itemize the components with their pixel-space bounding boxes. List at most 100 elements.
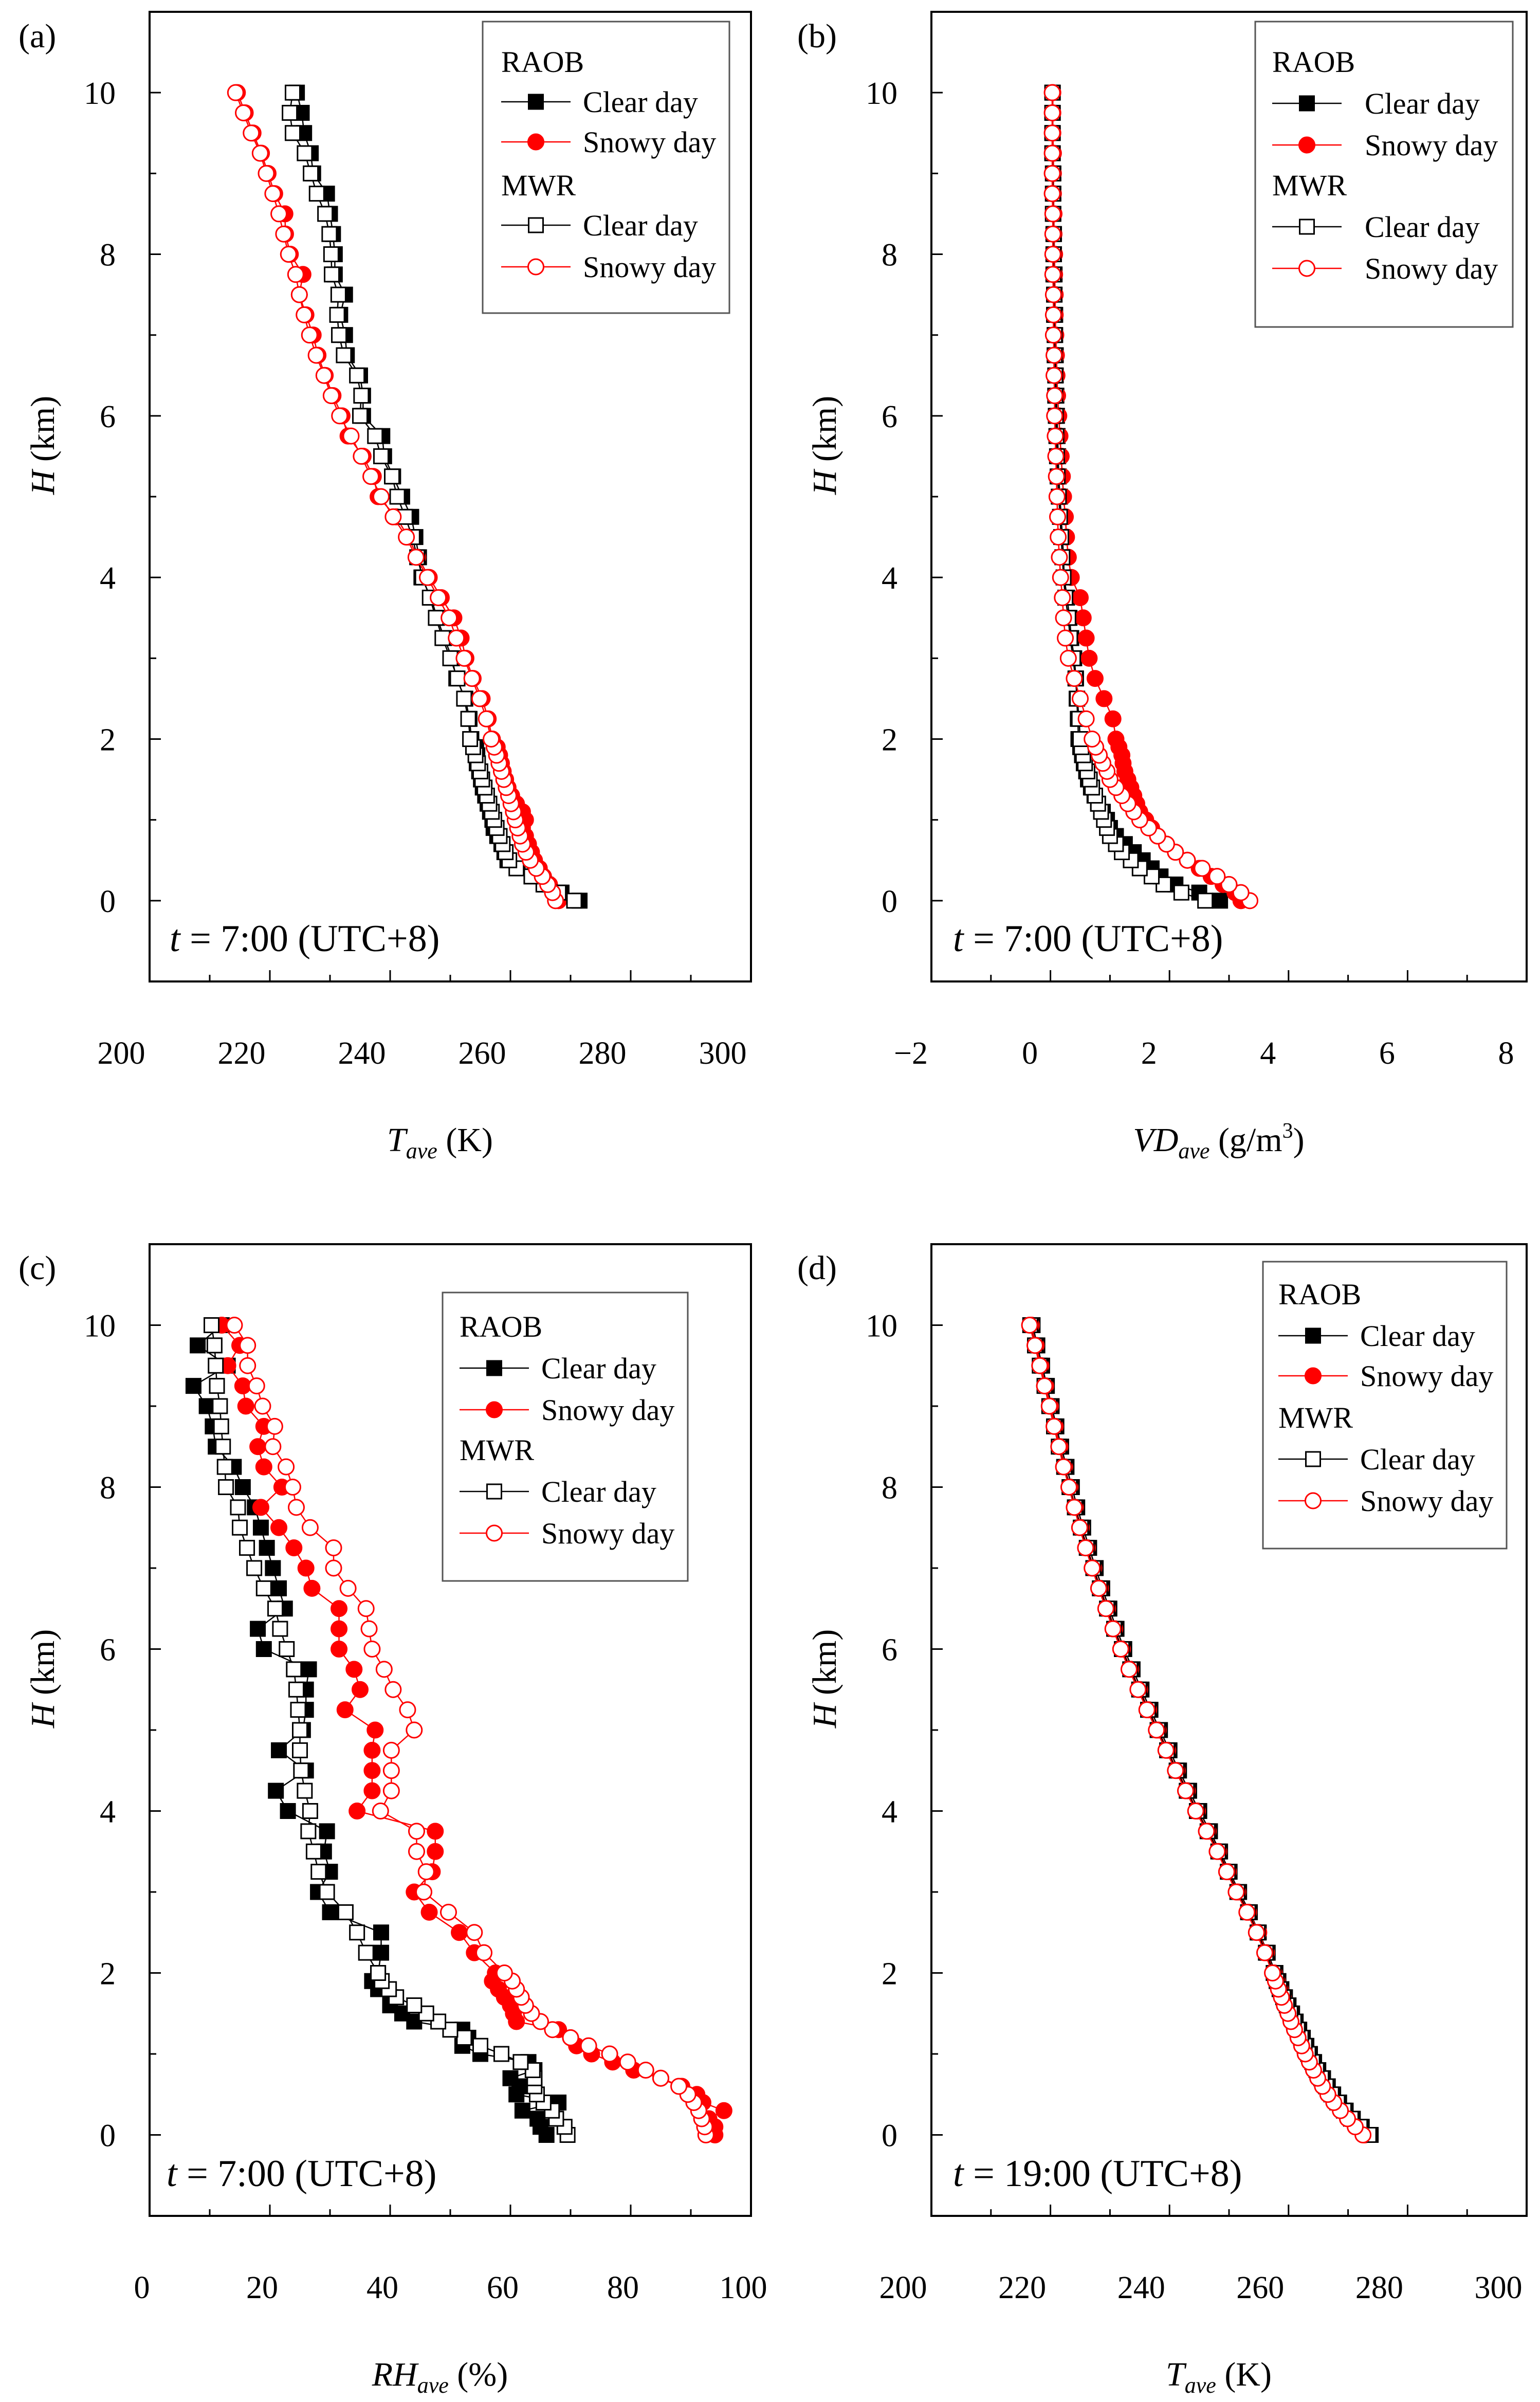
- data-point: [366, 1721, 384, 1739]
- data-point: [300, 1823, 317, 1840]
- data-point: [1071, 1519, 1088, 1536]
- data-point: [363, 1762, 381, 1779]
- time-annotation-text: = 7:00 (UTC+8): [177, 2153, 437, 2195]
- data-point: [331, 1600, 348, 1617]
- x-axis-var: RH: [372, 2356, 419, 2393]
- data-point: [324, 266, 340, 283]
- y-tick-label: 4: [100, 1795, 116, 1830]
- time-annotation-var: t: [953, 918, 965, 960]
- y-tick-label: 4: [100, 561, 116, 596]
- time-annotation: t = 19:00 (UTC+8): [953, 2153, 1242, 2195]
- x-tick-label: −2: [894, 1036, 928, 1071]
- data-point: [1212, 893, 1229, 909]
- time-annotation-var: t: [167, 2153, 178, 2195]
- data-point: [384, 468, 400, 485]
- time-annotation: t = 7:00 (UTC+8): [953, 918, 1223, 960]
- data-point: [373, 1924, 389, 1941]
- data-point: [1104, 710, 1122, 727]
- legend-circle-marker: [1305, 1367, 1322, 1385]
- data-point: [301, 326, 318, 344]
- data-point: [190, 1337, 206, 1354]
- data-point: [1086, 670, 1104, 687]
- x-axis-title: Tave (K): [1166, 2356, 1272, 2398]
- data-point: [363, 1782, 381, 1799]
- data-point: [389, 488, 406, 505]
- x-tick-label: 100: [720, 2270, 767, 2305]
- data-point: [337, 1904, 354, 1920]
- x-axis-subscript: ave: [417, 2373, 449, 2398]
- legend-circle-marker: [486, 1401, 503, 1418]
- x-axis-unit: (%): [449, 2356, 508, 2393]
- x-tick-label: 260: [459, 1036, 506, 1071]
- y-tick-label: 8: [100, 1471, 116, 1506]
- data-point: [243, 124, 260, 142]
- data-point: [290, 286, 308, 303]
- y-tick-label: 0: [882, 884, 897, 919]
- data-point: [1084, 731, 1101, 748]
- data-point: [239, 1337, 256, 1354]
- time-annotation-var: t: [170, 918, 181, 960]
- data-point: [342, 427, 360, 445]
- data-point: [670, 2078, 688, 2095]
- data-point: [265, 1560, 281, 1576]
- x-axis-superscript: 3: [1282, 1119, 1293, 1143]
- data-point: [353, 388, 370, 404]
- data-point: [1072, 589, 1089, 606]
- x-tick-label: 300: [699, 1036, 747, 1071]
- data-point: [352, 1681, 369, 1698]
- legend-group-title: RAOB: [460, 1310, 542, 1343]
- data-point: [308, 186, 325, 202]
- data-point: [1256, 1944, 1273, 1961]
- data-point: [1208, 868, 1226, 885]
- data-point: [297, 1559, 315, 1577]
- data-point: [420, 1903, 438, 1921]
- data-point: [367, 428, 383, 444]
- legend-box: [482, 21, 730, 314]
- data-point: [336, 1701, 354, 1719]
- legend-group-title: MWR: [460, 1433, 534, 1467]
- x-axis-unit: (K): [1216, 2356, 1272, 2393]
- data-point: [439, 1903, 457, 1921]
- series-mwr-snowy-day: [226, 1317, 714, 2143]
- data-point: [358, 1944, 374, 1961]
- data-point: [472, 2037, 488, 2054]
- legend-box: [1254, 21, 1514, 328]
- legend-item-label: Snowy day: [541, 1517, 674, 1550]
- data-point: [264, 185, 282, 203]
- data-point: [1046, 1417, 1063, 1435]
- data-point: [285, 1539, 303, 1557]
- y-axis-var: H: [24, 468, 62, 495]
- data-point: [204, 1317, 220, 1333]
- data-point: [271, 1580, 287, 1596]
- data-point: [290, 1702, 306, 1718]
- data-point: [384, 1681, 402, 1698]
- data-point: [512, 2054, 529, 2070]
- data-point: [1047, 447, 1065, 465]
- data-point: [471, 690, 488, 707]
- data-point: [1238, 1903, 1256, 1921]
- data-point: [1232, 884, 1250, 901]
- y-tick-label: 2: [882, 1957, 897, 1992]
- time-annotation-text: = 19:00 (UTC+8): [964, 2153, 1242, 2195]
- data-point: [339, 1579, 357, 1597]
- data-point: [637, 2062, 654, 2079]
- data-point: [1031, 1357, 1049, 1374]
- series-mwr-snowy-day: [1021, 1317, 1372, 2143]
- data-point: [1248, 1924, 1265, 1941]
- data-point: [232, 1519, 248, 1536]
- legend-square-marker: [528, 94, 544, 110]
- series-mwr-snowy-day: [227, 84, 564, 909]
- panel-label: (a): [19, 17, 56, 55]
- data-point: [475, 1944, 493, 1961]
- data-point: [1179, 851, 1196, 869]
- data-point: [292, 1722, 308, 1738]
- series-raob-snowy-day: [1044, 84, 1250, 909]
- panel-label: (b): [797, 17, 837, 55]
- data-point: [601, 2045, 618, 2063]
- data-point: [1044, 306, 1062, 323]
- data-point: [264, 1438, 282, 1455]
- data-point: [218, 1479, 234, 1495]
- legend-circle-marker: [1298, 260, 1315, 277]
- y-axis-var: H: [806, 468, 844, 495]
- x-axis-unit-close: ): [1293, 1121, 1305, 1159]
